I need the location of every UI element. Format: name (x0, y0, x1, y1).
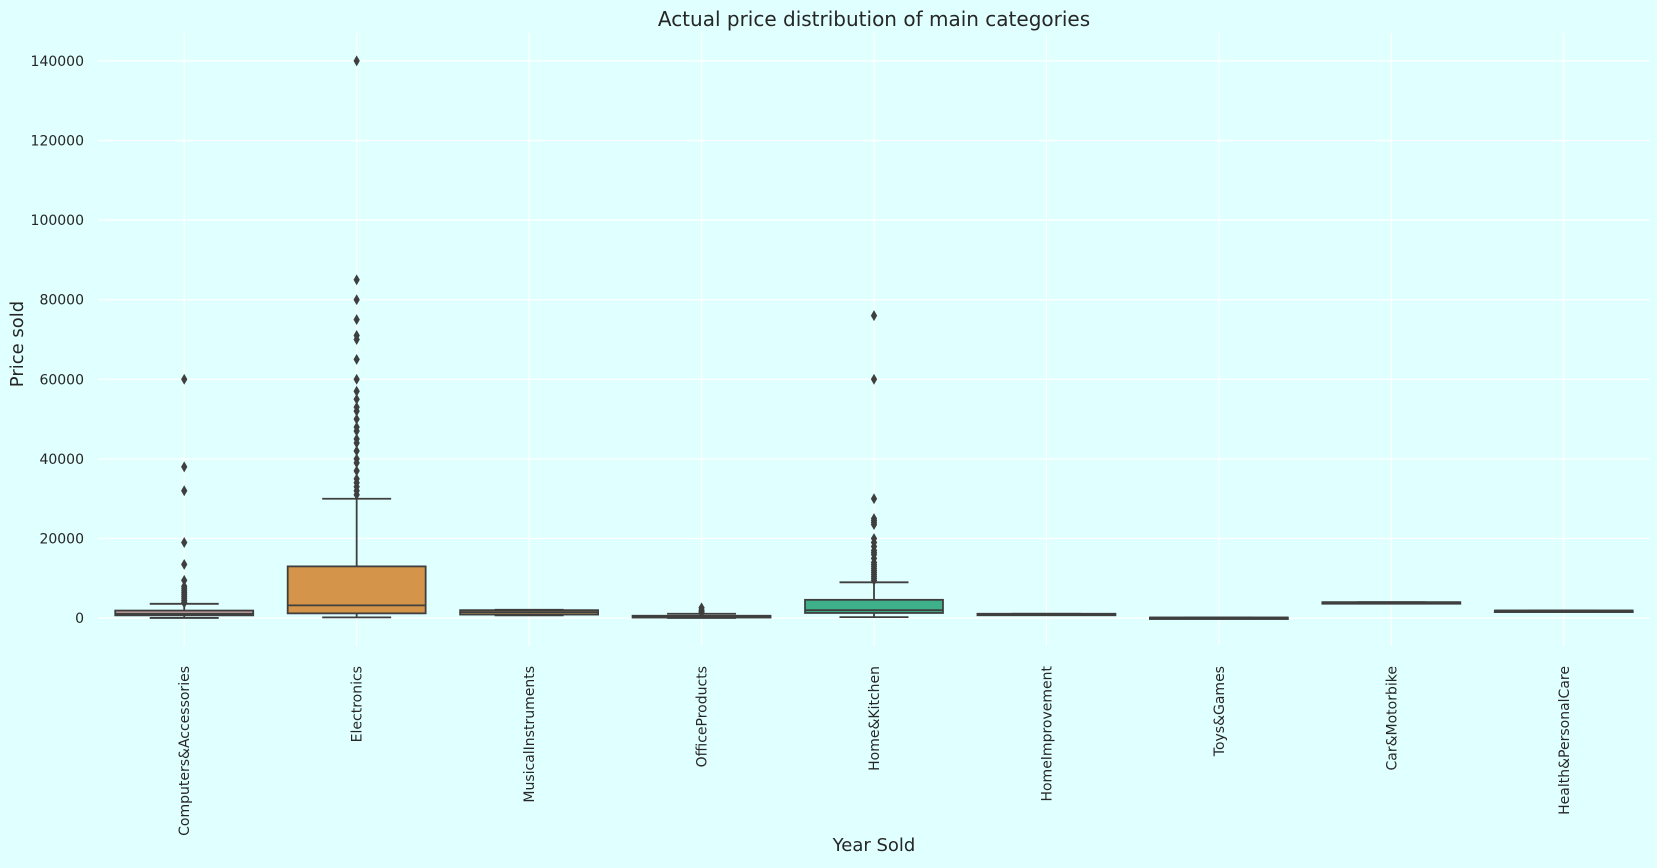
outlier-point (353, 405, 360, 417)
x-axis-label: Year Sold (832, 835, 916, 856)
outlier-point (353, 55, 360, 67)
outlier-point (181, 558, 188, 570)
x-tick-labels: Computers&Accessories Electronics MusicalI… (177, 665, 1573, 835)
outlier-point (181, 461, 188, 473)
outlier-point (181, 485, 188, 497)
y-tick-label: 80000 (39, 293, 84, 309)
box-group (1493, 609, 1634, 613)
outlier-point (870, 310, 878, 322)
outlier-point (353, 437, 360, 449)
x-tick-label: Car&Motorbike (1384, 666, 1400, 770)
box-group (804, 310, 944, 619)
x-tick-label: Health&PersonalCare (1557, 666, 1573, 815)
outlier-point (181, 537, 188, 548)
outlier-point (353, 465, 360, 477)
outlier-point (870, 574, 878, 586)
x-tick-label: Computers&Accessories (177, 666, 193, 836)
x-tick-label: HomeImprovement (1039, 665, 1055, 801)
outlier-point (870, 519, 878, 531)
box-group (976, 612, 1117, 617)
box-iqr (286, 565, 427, 615)
x-tick-label: OfficeProducts (695, 666, 711, 767)
y-tick-labels: 0 20000 40000 60000 80000 100000 120000 140000 (31, 54, 84, 627)
y-tick-label: 140000 (31, 54, 84, 70)
y-tick-label: 0 (75, 611, 84, 627)
y-tick-label: 20000 (39, 532, 84, 548)
outlier-point (181, 373, 188, 385)
chart-title: Actual price distribution of main catego… (658, 7, 1090, 31)
outlier-point (353, 489, 360, 501)
y-tick-label: 100000 (31, 213, 84, 229)
outlier-point (181, 597, 188, 609)
outlier-point (353, 373, 360, 385)
y-tick-label: 120000 (31, 133, 84, 149)
box-group (1149, 616, 1289, 620)
box-group (1321, 601, 1462, 605)
x-tick-label: Home&Kitchen (867, 666, 883, 771)
outlier-point (870, 493, 878, 505)
outlier-point (353, 274, 360, 286)
outlier-point (353, 353, 360, 365)
boxes (114, 55, 1634, 620)
outlier-point (353, 445, 360, 457)
box-group (631, 602, 772, 619)
box-group (459, 608, 599, 617)
box-group (286, 55, 427, 619)
x-tick-label: Electronics (350, 666, 366, 742)
outlier-point (698, 602, 705, 614)
y-tick-label: 40000 (39, 452, 84, 468)
outlier-point (353, 334, 360, 345)
outlier-point (353, 385, 360, 397)
outlier-point (181, 574, 188, 586)
outlier-point (353, 413, 360, 425)
outlier-point (353, 457, 360, 469)
outlier-point (353, 314, 360, 326)
box-group (114, 373, 255, 619)
outlier-point (353, 294, 360, 306)
x-tick-label: MusicalInstruments (522, 666, 538, 803)
y-tick-label: 60000 (39, 372, 84, 388)
x-tick-label: Toys&Games (1212, 666, 1228, 757)
y-axis-label: Price sold (7, 301, 28, 387)
outlier-point (353, 393, 360, 405)
outlier-point (870, 373, 878, 385)
outlier-point (353, 425, 360, 437)
